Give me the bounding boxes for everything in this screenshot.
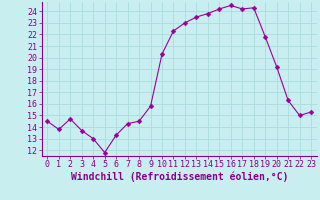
X-axis label: Windchill (Refroidissement éolien,°C): Windchill (Refroidissement éolien,°C) (70, 172, 288, 182)
